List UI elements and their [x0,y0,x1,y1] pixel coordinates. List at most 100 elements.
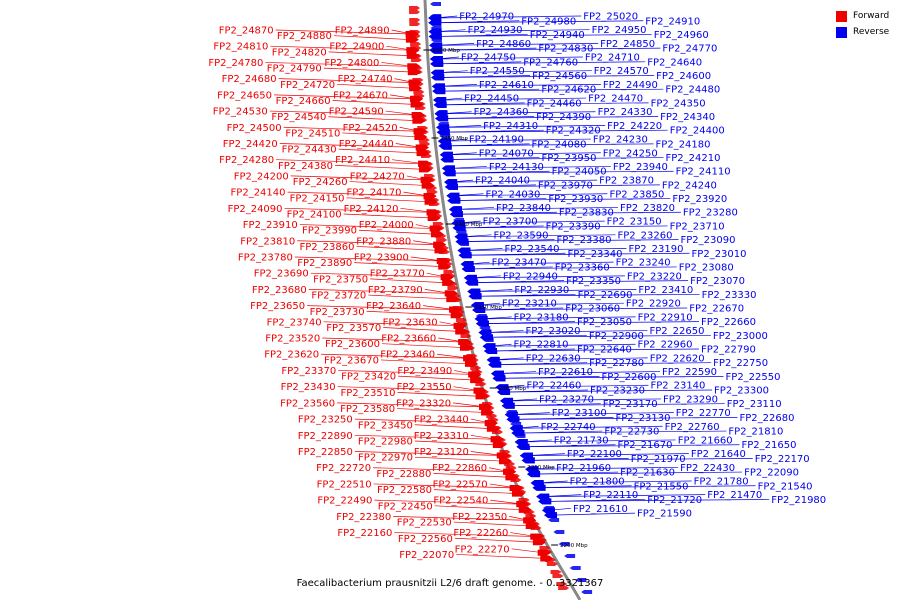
reverse-gene-label[interactable]: FP2_21980 [771,495,826,506]
reverse-gene-label[interactable]: FP2_23920 [672,194,727,205]
reverse-gene-label[interactable]: FP2_23380 [557,235,612,246]
forward-gene-label[interactable]: FP2_22490 [317,496,372,507]
reverse-gene-label[interactable]: FP2_24750 [461,53,516,64]
reverse-gene-label[interactable]: FP2_22740 [541,422,596,433]
forward-gene-label[interactable]: FP2_23810 [240,236,295,247]
reverse-gene-label[interactable]: FP2_22550 [726,372,781,383]
forward-gene-label[interactable]: FP2_23720 [311,291,366,302]
forward-gene-label[interactable]: FP2_24140 [231,188,286,199]
reverse-gene-label[interactable]: FP2_24190 [469,135,524,146]
forward-gene-label[interactable]: FP2_22070 [399,550,454,561]
reverse-gene-label[interactable]: FP2_24070 [479,148,534,159]
reverse-gene-label[interactable]: FP2_23220 [627,271,682,282]
forward-gene-label[interactable]: FP2_24430 [282,145,337,156]
reverse-gene-label[interactable]: FP2_23070 [690,276,745,287]
forward-gene-label[interactable]: FP2_23780 [238,252,293,263]
forward-gene-label[interactable]: FP2_24680 [222,74,277,85]
forward-gene-label[interactable]: FP2_23670 [324,355,379,366]
forward-gene-label[interactable]: FP2_24870 [219,26,274,37]
forward-gene-label[interactable]: FP2_23750 [313,274,368,285]
reverse-gene-label[interactable]: FP2_24490 [603,80,658,91]
forward-gene-label[interactable]: FP2_23520 [265,334,320,345]
reverse-gene-label[interactable]: FP2_23090 [681,235,736,246]
reverse-gene-label[interactable]: FP2_23870 [599,176,654,187]
reverse-gene-label[interactable]: FP2_22940 [503,271,558,282]
reverse-gene-label[interactable]: FP2_23210 [502,299,557,310]
reverse-gene-label[interactable]: FP2_21780 [694,476,749,487]
forward-gene-label[interactable]: FP2_23320 [396,398,451,409]
forward-gene-label[interactable]: FP2_23370 [281,366,336,377]
reverse-gene-label[interactable]: FP2_22110 [583,490,638,501]
forward-gene-label[interactable]: FP2_23450 [358,420,413,431]
forward-gene-label[interactable]: FP2_24780 [208,58,263,69]
reverse-gene-label[interactable]: FP2_23260 [617,230,672,241]
reverse-gene-label[interactable]: FP2_24230 [593,135,648,146]
forward-gene-label[interactable]: FP2_23620 [264,350,319,361]
reverse-gene-label[interactable]: FP2_23000 [713,331,768,342]
reverse-gene-label[interactable]: FP2_22460 [526,381,581,392]
forward-gene-label[interactable]: FP2_23570 [326,323,381,334]
forward-gene-label[interactable]: FP2_22860 [432,463,487,474]
reverse-gene-label[interactable]: FP2_22960 [638,340,693,351]
forward-gene-label[interactable]: FP2_24510 [285,128,340,139]
forward-gene-label[interactable]: FP2_24660 [276,96,331,107]
reverse-gene-label[interactable]: FP2_24930 [468,25,523,36]
reverse-gene-label[interactable]: FP2_24910 [645,16,700,27]
reverse-gene-label[interactable]: FP2_22680 [739,413,794,424]
forward-gene-label[interactable]: FP2_22850 [298,447,353,458]
reverse-gene-label[interactable]: FP2_22760 [665,422,720,433]
reverse-gene-label[interactable]: FP2_21800 [570,476,625,487]
forward-gene-label[interactable]: FP2_22160 [337,528,392,539]
reverse-gene-label[interactable]: FP2_24360 [474,107,529,118]
reverse-gene-label[interactable]: FP2_22790 [701,345,756,356]
reverse-gene-label[interactable]: FP2_24830 [538,44,593,55]
forward-gene-label[interactable]: FP2_23600 [325,339,380,350]
forward-gene-label[interactable]: FP2_24520 [343,123,398,134]
reverse-gene-label[interactable]: FP2_24480 [665,85,720,96]
reverse-gene-label[interactable]: FP2_22670 [689,303,744,314]
reverse-gene-label[interactable]: FP2_23970 [538,180,593,191]
forward-gene-label[interactable]: FP2_24100 [287,210,342,221]
reverse-gene-label[interactable]: FP2_24980 [521,16,576,27]
forward-gene-label[interactable]: FP2_23310 [414,431,469,442]
reverse-gene-label[interactable]: FP2_23300 [714,386,769,397]
reverse-gene-label[interactable]: FP2_22730 [604,427,659,438]
forward-gene-label[interactable]: FP2_24820 [272,47,327,58]
forward-gene-label[interactable]: FP2_24260 [293,177,348,188]
forward-gene-label[interactable]: FP2_24120 [344,204,399,215]
forward-gene-label[interactable]: FP2_22270 [455,544,510,555]
forward-gene-label[interactable]: FP2_23660 [381,334,436,345]
reverse-gene-label[interactable]: FP2_23280 [683,208,738,219]
reverse-gene-label[interactable]: FP2_24050 [552,167,607,178]
reverse-gene-label[interactable]: FP2_22660 [701,317,756,328]
reverse-gene-label[interactable]: FP2_23330 [702,290,757,301]
reverse-gene-label[interactable]: FP2_23290 [663,394,718,405]
reverse-gene-label[interactable]: FP2_23060 [565,303,620,314]
reverse-gene-label[interactable]: FP2_24960 [654,30,709,41]
forward-gene-label[interactable]: FP2_24650 [217,90,272,101]
reverse-gene-label[interactable]: FP2_23540 [504,244,559,255]
reverse-gene-label[interactable]: FP2_23350 [566,276,621,287]
forward-gene-label[interactable]: FP2_22560 [398,534,453,545]
forward-gene-label[interactable]: FP2_24420 [223,139,278,150]
forward-gene-label[interactable]: FP2_22540 [433,496,488,507]
forward-gene-label[interactable]: FP2_24090 [228,204,283,215]
reverse-gene-label[interactable]: FP2_24970 [459,12,514,23]
reverse-gene-label[interactable]: FP2_22620 [650,353,705,364]
reverse-gene-label[interactable]: FP2_24080 [532,139,587,150]
reverse-gene-label[interactable]: FP2_24570 [594,66,649,77]
reverse-gene-label[interactable]: FP2_21730 [554,435,609,446]
forward-gene-label[interactable]: FP2_23510 [341,388,396,399]
reverse-gene-label[interactable]: FP2_21640 [691,449,746,460]
forward-gene-label[interactable]: FP2_24170 [347,188,402,199]
reverse-gene-label[interactable]: FP2_22930 [514,285,569,296]
forward-gene-label[interactable]: FP2_23120 [414,447,469,458]
reverse-gene-label[interactable]: FP2_23050 [577,317,632,328]
reverse-gene-label[interactable]: FP2_24340 [660,112,715,123]
reverse-gene-label[interactable]: FP2_21970 [631,454,686,465]
forward-gene-label[interactable]: FP2_24270 [350,171,405,182]
reverse-gene-label[interactable]: FP2_24710 [585,53,640,64]
forward-gene-label[interactable]: FP2_22450 [378,501,433,512]
reverse-gene-label[interactable]: FP2_22900 [589,331,644,342]
forward-gene-label[interactable]: FP2_23890 [297,258,352,269]
